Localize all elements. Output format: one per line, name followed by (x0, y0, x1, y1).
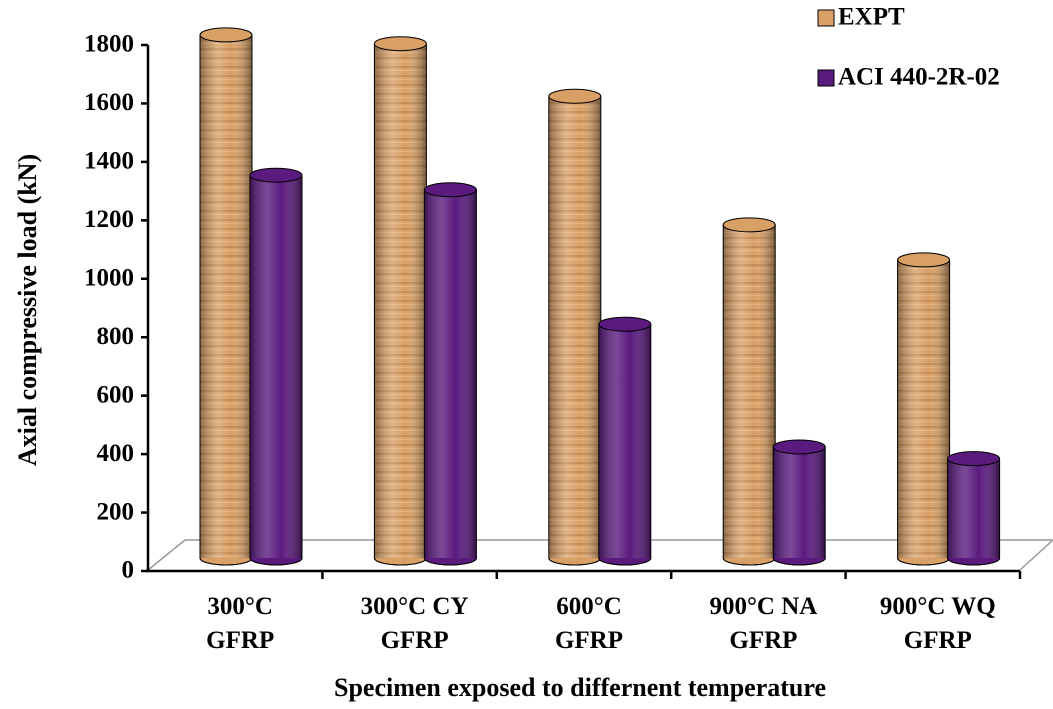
legend-label: ACI 440-2R-02 (838, 64, 1000, 91)
cylinder-top (723, 218, 775, 232)
x-tick-label-line: 900°C NA (709, 593, 817, 620)
x-tick-label-line: GFRP (381, 627, 449, 654)
y-tick-label: 800 (97, 323, 135, 350)
shading (898, 260, 950, 558)
y-tick-label: 1200 (84, 206, 134, 233)
x-tick-label-line: 300°C CY (361, 593, 469, 620)
legend-label: EXPT (838, 4, 905, 31)
y-tick-label: 1800 (84, 31, 134, 58)
cylinder-top (898, 253, 950, 267)
x-tick-label-line: GFRP (206, 627, 274, 654)
cylinder-top (424, 183, 476, 197)
shading (424, 190, 476, 558)
cylinder-top (250, 168, 302, 182)
legend-swatch (818, 10, 834, 26)
cylinder-top (374, 37, 426, 51)
x-tick-label-line: 300°C (207, 593, 273, 620)
shading (374, 44, 426, 558)
x-tick-label-line: 900°C WQ (880, 593, 996, 620)
cylinder-top (599, 317, 651, 331)
chart: Axial compressive load (kN) Specimen exp… (0, 0, 1053, 709)
shading (599, 324, 651, 558)
x-axis-title: Specimen exposed to differnent temperatu… (334, 673, 826, 702)
y-axis-title: Axial compressive load (kN) (13, 154, 42, 466)
y-tick-label: 600 (97, 381, 135, 408)
x-tick-label-line: 600°C (556, 593, 622, 620)
y-tick-label: 1000 (84, 265, 134, 292)
shading (773, 447, 825, 558)
x-tick-label: 600°C GFRP (555, 593, 623, 654)
legend-swatch (818, 70, 834, 86)
x-tick-label-line: GFRP (729, 627, 797, 654)
y-tick-label: 1600 (84, 89, 134, 116)
cylinder-top (773, 440, 825, 454)
x-tick-label-line: GFRP (555, 627, 623, 654)
shading (948, 459, 1000, 558)
shading (549, 96, 601, 558)
x-tick-label: 300°C GFRP (206, 593, 274, 654)
y-tick-label: 400 (97, 440, 135, 467)
cylinder-top (549, 89, 601, 103)
x-tick-label-line: GFRP (904, 627, 972, 654)
shading (723, 225, 775, 558)
x-tick-label: 300°C CY GFRP (361, 593, 469, 654)
shading (200, 35, 252, 558)
x-tick-label: 900°C NA GFRP (709, 593, 817, 654)
y-tick-label: 200 (97, 498, 135, 525)
y-tick-label: 0 (122, 557, 135, 584)
x-tick-label: 900°C WQ GFRP (880, 593, 996, 654)
y-tick-label: 1400 (84, 148, 134, 175)
cylinder-top (200, 28, 252, 42)
cylinder-top (948, 452, 1000, 466)
shading (250, 175, 302, 558)
